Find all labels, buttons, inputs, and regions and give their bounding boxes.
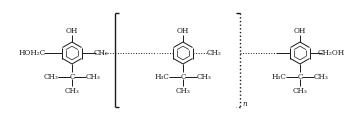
Text: CH₃: CH₃	[64, 87, 80, 95]
Text: H₃C: H₃C	[154, 73, 170, 81]
Text: CH₃: CH₃	[293, 87, 307, 95]
Text: CH₂: CH₂	[94, 49, 109, 57]
Text: CH₃: CH₃	[86, 73, 100, 81]
Text: C: C	[180, 73, 186, 81]
Text: n: n	[243, 100, 247, 108]
Text: OH: OH	[66, 27, 78, 35]
Text: CH₃: CH₃	[44, 73, 58, 81]
Text: HOH₂C: HOH₂C	[19, 49, 46, 57]
Text: H₃C: H₃C	[271, 73, 287, 81]
Text: OH: OH	[294, 27, 306, 35]
Text: C: C	[69, 73, 75, 81]
Text: CH₃: CH₃	[176, 87, 190, 95]
Text: CH₃: CH₃	[314, 73, 328, 81]
Text: OH: OH	[177, 27, 189, 35]
Text: CH₂: CH₂	[207, 49, 222, 57]
Text: CH₃: CH₃	[197, 73, 211, 81]
Text: CH₂OH: CH₂OH	[318, 49, 345, 57]
Text: C: C	[297, 73, 303, 81]
